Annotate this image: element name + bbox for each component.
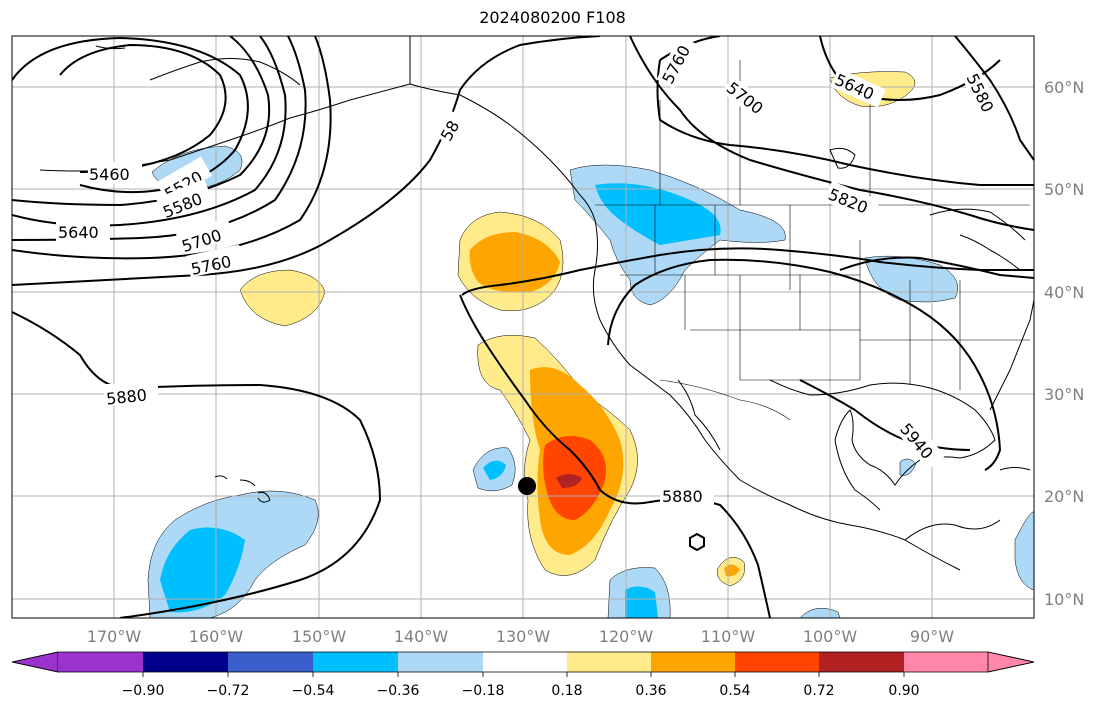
contour-label-5640: 5640 — [58, 223, 99, 242]
lon-label-100w: 100°W — [803, 627, 858, 646]
political-borders — [409, 36, 1030, 421]
lon-label-150w: 150°W — [292, 627, 347, 646]
colorbar-segment — [483, 652, 567, 672]
colorbar-tick-label: −0.54 — [292, 683, 335, 699]
colorbar-extend-max — [987, 651, 1035, 673]
lon-label-140w: 140°W — [394, 627, 449, 646]
lon-label-90w: 90°W — [910, 627, 954, 646]
shaded-field — [147, 71, 1034, 618]
colorbar-segment — [735, 652, 819, 672]
lon-label-160w: 160°W — [189, 627, 244, 646]
colorbar-tick-label: −0.72 — [207, 683, 250, 699]
colorbar-segment — [58, 652, 143, 672]
lat-label-20n: 20°N — [1044, 487, 1084, 506]
lat-label-40n: 40°N — [1044, 283, 1084, 302]
lon-label-120w: 120°W — [599, 627, 654, 646]
colorbar-extend-min — [11, 651, 59, 673]
longitude-labels: 170°W 160°W 150°W 140°W 130°W 120°W 110°… — [87, 627, 954, 646]
lon-label-110w: 110°W — [701, 627, 756, 646]
colorbar-segment — [143, 652, 228, 672]
lon-label-130w: 130°W — [496, 627, 551, 646]
latitude-labels: 60°N 50°N 40°N 30°N 20°N 10°N — [1044, 78, 1084, 609]
colorbar-segment — [819, 652, 904, 672]
colorbar-tick-label: −0.18 — [462, 683, 505, 699]
contour-label-5460: 5460 — [89, 165, 130, 184]
colorbar-tick-label: −0.36 — [377, 683, 420, 699]
colorbar-segment — [651, 652, 735, 672]
contour-label-5880-west: 5880 — [105, 385, 147, 408]
colorbar-segment — [567, 652, 651, 672]
colorbar-segment — [398, 652, 483, 672]
lat-label-30n: 30°N — [1044, 385, 1084, 404]
lat-label-50n: 50°N — [1044, 180, 1084, 199]
colorbar-segment — [313, 652, 398, 672]
contour-labels: 5460 5520 5580 5640 5700 5760 5880 5880 … — [56, 36, 1003, 508]
lat-label-60n: 60°N — [1044, 78, 1084, 97]
colorbar-tick-label: 0.54 — [719, 683, 750, 699]
colorbar-tick-label: 0.90 — [888, 683, 919, 699]
map-frame — [11, 35, 1035, 619]
contour-label-5880-east: 5880 — [662, 487, 703, 506]
graticule — [12, 36, 1034, 618]
tropical-cyclone-symbol — [689, 532, 705, 552]
colorbar-segment — [228, 652, 313, 672]
colorbar-tick-label: 0.36 — [635, 683, 666, 699]
colorbar-tick-label: 0.18 — [551, 683, 582, 699]
lat-label-10n: 10°N — [1044, 590, 1084, 609]
colorbar-segment — [904, 652, 988, 672]
storm-center-marker — [518, 477, 536, 495]
map-title: 2024080200 F108 — [479, 8, 626, 27]
colorbar-tick-label: −0.90 — [122, 683, 165, 699]
colorbar-tick-label: 0.72 — [803, 683, 834, 699]
lon-label-170w: 170°W — [87, 627, 142, 646]
colorbar: −0.90 −0.72 −0.54 −0.36 −0.18 0.18 0.36 … — [11, 651, 1035, 699]
coastlines — [39, 36, 1034, 571]
